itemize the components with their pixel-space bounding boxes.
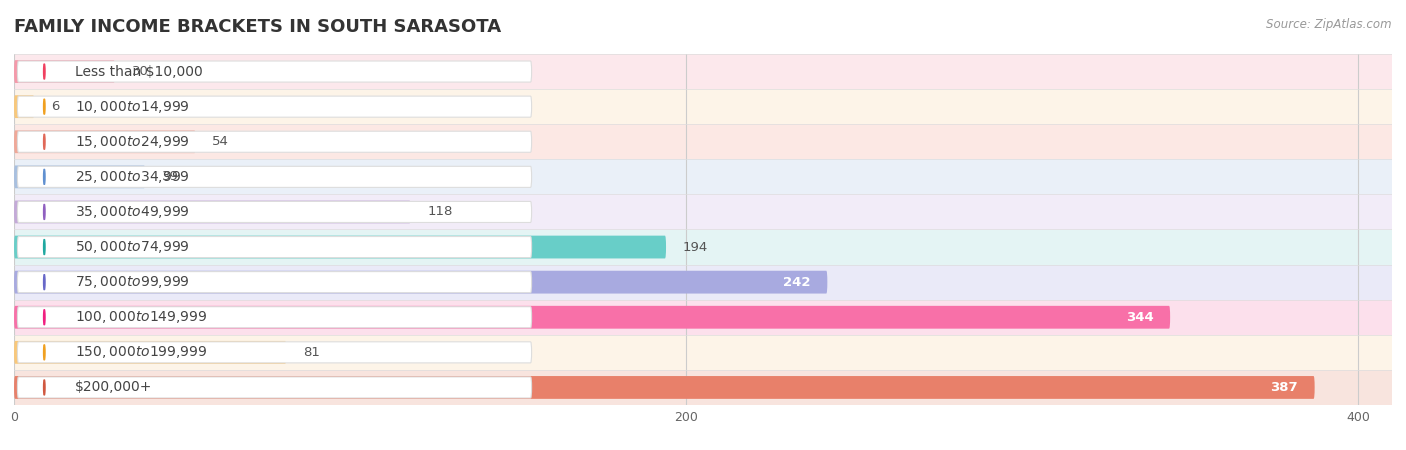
Bar	[14, 159, 1392, 194]
Circle shape	[44, 204, 45, 220]
Text: 387: 387	[1270, 381, 1298, 394]
Text: Source: ZipAtlas.com: Source: ZipAtlas.com	[1267, 18, 1392, 31]
Text: $25,000 to $34,999: $25,000 to $34,999	[75, 169, 190, 185]
Text: $50,000 to $74,999: $50,000 to $74,999	[75, 239, 190, 255]
Text: 81: 81	[304, 346, 321, 359]
Bar	[14, 54, 1392, 89]
FancyBboxPatch shape	[17, 377, 531, 398]
Bar	[14, 124, 1392, 159]
Circle shape	[44, 134, 45, 149]
Text: 118: 118	[427, 206, 453, 218]
Text: FAMILY INCOME BRACKETS IN SOUTH SARASOTA: FAMILY INCOME BRACKETS IN SOUTH SARASOTA	[14, 18, 501, 36]
Circle shape	[44, 380, 45, 395]
FancyBboxPatch shape	[17, 272, 531, 292]
Text: $100,000 to $149,999: $100,000 to $149,999	[75, 309, 207, 325]
Text: $75,000 to $99,999: $75,000 to $99,999	[75, 274, 190, 290]
FancyBboxPatch shape	[17, 237, 531, 257]
Circle shape	[44, 310, 45, 325]
Text: Less than $10,000: Less than $10,000	[75, 64, 202, 79]
Circle shape	[44, 169, 45, 184]
FancyBboxPatch shape	[14, 306, 1170, 328]
Bar	[14, 300, 1392, 335]
Text: 242: 242	[783, 276, 810, 288]
FancyBboxPatch shape	[17, 202, 531, 222]
Circle shape	[44, 345, 45, 360]
Bar	[14, 265, 1392, 300]
FancyBboxPatch shape	[17, 307, 531, 328]
Text: 344: 344	[1126, 311, 1153, 324]
Text: $200,000+: $200,000+	[75, 380, 152, 395]
Bar	[14, 89, 1392, 124]
Text: 6: 6	[51, 100, 59, 113]
Bar	[14, 370, 1392, 405]
Bar	[14, 194, 1392, 230]
FancyBboxPatch shape	[14, 341, 287, 364]
FancyBboxPatch shape	[14, 271, 827, 293]
FancyBboxPatch shape	[14, 95, 34, 118]
FancyBboxPatch shape	[14, 130, 195, 153]
FancyBboxPatch shape	[17, 166, 531, 187]
Bar	[14, 335, 1392, 370]
Text: 54: 54	[212, 135, 229, 148]
FancyBboxPatch shape	[14, 376, 1315, 399]
Bar	[14, 230, 1392, 265]
Text: 30: 30	[132, 65, 149, 78]
Circle shape	[44, 239, 45, 255]
Text: 194: 194	[683, 241, 709, 253]
Circle shape	[44, 274, 45, 290]
Text: $35,000 to $49,999: $35,000 to $49,999	[75, 204, 190, 220]
FancyBboxPatch shape	[17, 96, 531, 117]
FancyBboxPatch shape	[14, 236, 666, 258]
Text: $150,000 to $199,999: $150,000 to $199,999	[75, 344, 207, 360]
FancyBboxPatch shape	[14, 60, 115, 83]
FancyBboxPatch shape	[17, 342, 531, 363]
Circle shape	[44, 99, 45, 114]
Text: $10,000 to $14,999: $10,000 to $14,999	[75, 99, 190, 115]
Text: 39: 39	[162, 171, 179, 183]
FancyBboxPatch shape	[17, 61, 531, 82]
Circle shape	[44, 64, 45, 79]
FancyBboxPatch shape	[14, 201, 411, 223]
Text: $15,000 to $24,999: $15,000 to $24,999	[75, 134, 190, 150]
FancyBboxPatch shape	[14, 166, 145, 188]
FancyBboxPatch shape	[17, 131, 531, 152]
